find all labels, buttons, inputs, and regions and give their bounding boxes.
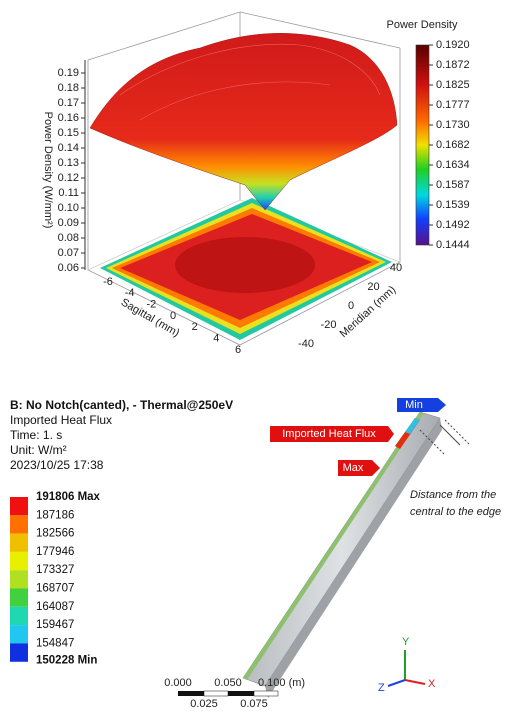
- colorbar-title: Power Density: [387, 19, 458, 31]
- min-tag-text: Min: [405, 399, 423, 411]
- legend-label: 187186: [36, 509, 74, 521]
- z-tick-label: 0.18: [58, 82, 79, 94]
- x-tick-label: 4: [213, 333, 219, 345]
- x-tick-label: 6: [235, 344, 241, 356]
- legend-label: 168707: [36, 583, 74, 595]
- colorbar-label: 0.1444: [436, 239, 470, 251]
- note: central to the edge: [410, 506, 501, 518]
- z-tick-label: 0.09: [58, 217, 79, 229]
- legend-label: 154847: [36, 637, 74, 649]
- colorbar-label: 0.1682: [436, 139, 470, 151]
- colorbar-label: 0.1539: [436, 199, 470, 211]
- colorbar-label: 0.1825: [436, 79, 470, 91]
- legend-swatch: [10, 570, 28, 588]
- z-tick-label: 0.08: [58, 232, 79, 244]
- z-tick-label: 0.10: [58, 202, 79, 214]
- z-tick-label: 0.16: [58, 112, 79, 124]
- z-tick-label: 0.17: [58, 97, 79, 109]
- scale-label: 0.075: [240, 698, 268, 710]
- legend-swatch: [10, 552, 28, 570]
- info-line: Time: 1. s: [10, 428, 62, 442]
- legend-swatch: [10, 497, 28, 515]
- axis-triad: [388, 650, 425, 686]
- y-tick-label: -40: [298, 338, 314, 350]
- y-tick-label: 0: [348, 300, 354, 312]
- z-tick-label: 0.14: [58, 142, 79, 154]
- y-tick-label: 20: [367, 281, 379, 293]
- info-line: 2023/10/25 17:38: [10, 458, 104, 472]
- max-tag-text: Max: [343, 462, 364, 474]
- legend-label: 150228 Min: [36, 655, 97, 667]
- z-tick-label: 0.07: [58, 247, 79, 259]
- legend-swatch: [10, 534, 28, 552]
- legend-swatch: [10, 515, 28, 533]
- legend-label: 177946: [36, 546, 74, 558]
- beam: [243, 412, 470, 698]
- colorbar-label: 0.1730: [436, 119, 470, 131]
- x-tick-label: 0: [170, 310, 176, 322]
- scale-bar: [178, 691, 278, 696]
- legend-label: 164087: [36, 601, 74, 613]
- info-title: B: No Notch(canted), - Thermal@250eV: [10, 398, 233, 412]
- info-line: Unit: W/m²: [10, 443, 67, 457]
- legend-label: 182566: [36, 528, 74, 540]
- y-tick-label: -20: [321, 319, 337, 331]
- note: Distance from the: [410, 489, 496, 501]
- z-tick-label: 0.15: [58, 127, 79, 139]
- x-tick-label: -6: [103, 276, 113, 288]
- legend-swatch: [10, 643, 28, 661]
- legend-label: 173327: [36, 564, 74, 576]
- z-tick-label: 0.06: [58, 262, 79, 274]
- load-tag-text: Imported Heat Flux: [282, 428, 376, 440]
- colorbar-label: 0.1634: [436, 159, 470, 171]
- legend-label: 191806 Max: [36, 491, 101, 503]
- colorbar-label: 0.1492: [436, 219, 470, 231]
- colorbar-label: 0.1920: [436, 39, 470, 51]
- colorbar-label: 0.1872: [436, 59, 470, 71]
- axis-x: X: [428, 678, 436, 690]
- z-tick-label: 0.12: [58, 172, 79, 184]
- legend-swatch: [10, 589, 28, 607]
- z-tick-label: 0.13: [58, 157, 79, 169]
- legend-swatch: [10, 607, 28, 625]
- axis-z: Z: [378, 682, 385, 694]
- colorbar-label: 0.1777: [436, 99, 470, 111]
- x-tick-label: 2: [192, 321, 198, 333]
- axis-y: Y: [402, 636, 410, 648]
- colorbar-label: 0.1587: [436, 179, 470, 191]
- scale-label: 0.025: [190, 698, 218, 710]
- figure: 0.19 0.18 0.17 0.16 0.15 0.14 0.13 0.12 0.11 0.10…: [0, 0, 508, 711]
- scale-label: 0.000: [164, 677, 192, 689]
- z-tick-label: 0.11: [58, 187, 79, 199]
- y-tick-label: 40: [390, 262, 402, 274]
- surface: [90, 33, 397, 210]
- scale-label: 0.050: [214, 677, 242, 689]
- colorbar: [416, 45, 429, 245]
- scale-label: 0.100 (m): [258, 677, 305, 689]
- z-tick-label: 0.19: [58, 67, 79, 79]
- z-axis-label: Power Density (W/mm²): [42, 112, 54, 229]
- legend-swatch: [10, 625, 28, 643]
- info-line: Imported Heat Flux: [10, 413, 112, 427]
- legend-label: 159467: [36, 619, 74, 631]
